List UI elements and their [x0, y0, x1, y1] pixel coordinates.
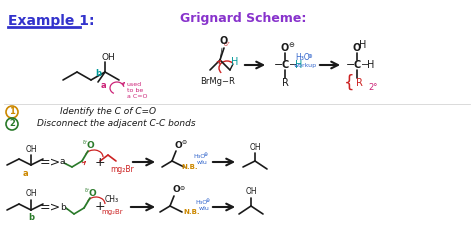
- Text: −: −: [346, 60, 356, 70]
- Text: O: O: [220, 36, 228, 46]
- Text: OH: OH: [25, 189, 37, 199]
- Text: H: H: [231, 57, 239, 67]
- Text: mg₂Br: mg₂Br: [101, 209, 123, 215]
- Text: R: R: [282, 78, 289, 88]
- Text: b: b: [28, 214, 34, 222]
- Text: −: −: [289, 60, 297, 70]
- Text: used: used: [127, 81, 142, 87]
- Text: OH: OH: [25, 144, 37, 154]
- Text: ⊕: ⊕: [206, 198, 210, 202]
- Text: O: O: [281, 43, 289, 53]
- Text: O: O: [86, 141, 94, 151]
- Text: ⊖: ⊖: [182, 140, 187, 145]
- Text: H₃O: H₃O: [296, 53, 310, 62]
- Text: H: H: [295, 60, 303, 70]
- Text: wlu: wlu: [197, 160, 208, 166]
- Text: CH₃: CH₃: [105, 196, 119, 204]
- Text: O: O: [172, 185, 180, 195]
- Text: δ⁺: δ⁺: [85, 187, 91, 193]
- Text: =>: =>: [39, 155, 61, 169]
- Text: b.: b.: [60, 202, 68, 212]
- Text: H: H: [359, 40, 367, 50]
- Text: to be: to be: [127, 88, 143, 92]
- Text: a.: a.: [60, 157, 68, 167]
- Text: mg₂Br: mg₂Br: [110, 165, 134, 173]
- Text: Grignard Scheme:: Grignard Scheme:: [180, 12, 306, 25]
- Text: Disconnect the adjacent C-C bonds: Disconnect the adjacent C-C bonds: [36, 120, 195, 128]
- Text: O: O: [353, 43, 361, 53]
- Text: +: +: [95, 155, 105, 169]
- Text: b: b: [95, 70, 101, 78]
- Text: H₃O: H₃O: [196, 200, 208, 204]
- Text: wlu: wlu: [199, 205, 210, 211]
- Text: N.B.: N.B.: [184, 209, 201, 215]
- Text: ⊖: ⊖: [179, 185, 185, 190]
- Text: workup: workup: [293, 63, 317, 68]
- Text: O: O: [174, 140, 182, 150]
- Text: C: C: [354, 60, 361, 70]
- Text: 2°: 2°: [368, 83, 378, 92]
- Text: H: H: [367, 60, 374, 70]
- Text: 1: 1: [9, 108, 15, 117]
- Text: Example 1:: Example 1:: [8, 14, 94, 28]
- Text: OH: OH: [249, 142, 261, 152]
- Text: OH: OH: [245, 187, 257, 197]
- Text: BrMg−R: BrMg−R: [201, 77, 236, 87]
- Text: C: C: [282, 60, 289, 70]
- Text: =>: =>: [39, 200, 61, 214]
- Text: δ⁺: δ⁺: [83, 140, 89, 145]
- Text: +: +: [95, 200, 105, 214]
- Text: a C=O: a C=O: [127, 93, 147, 98]
- Text: 2: 2: [9, 120, 15, 128]
- Text: {: {: [344, 74, 354, 92]
- Text: H₃O: H₃O: [194, 154, 206, 159]
- Text: N.B.: N.B.: [182, 164, 198, 170]
- Text: a: a: [22, 169, 28, 178]
- Text: −: −: [274, 60, 283, 70]
- Text: ⊕: ⊕: [308, 53, 312, 59]
- Text: δ⁺: δ⁺: [223, 42, 230, 46]
- Text: −: −: [361, 60, 369, 70]
- Text: ⊕: ⊕: [204, 153, 208, 157]
- Text: O: O: [88, 188, 96, 198]
- Text: Identify the C of C=O: Identify the C of C=O: [60, 108, 156, 117]
- Text: OH: OH: [101, 53, 115, 62]
- Text: R: R: [356, 78, 363, 88]
- Text: ⊖: ⊖: [288, 42, 294, 48]
- Text: a: a: [100, 80, 106, 90]
